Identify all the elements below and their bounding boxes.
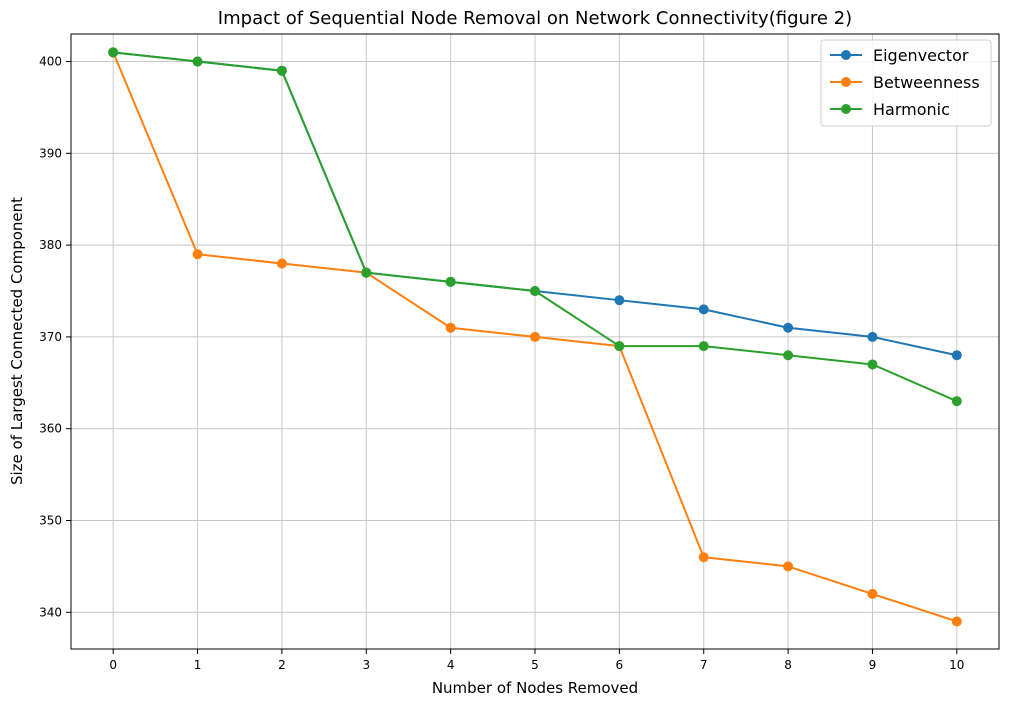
legend-label-betweenness: Betweenness	[873, 73, 980, 92]
legend-entry-eigenvector: Eigenvector	[830, 46, 969, 65]
x-tick-label: 2	[278, 658, 286, 672]
data-point-eigenvector	[951, 350, 962, 361]
data-point-harmonic	[614, 341, 625, 352]
x-tick-label: 3	[362, 658, 370, 672]
data-point-betweenness	[445, 322, 456, 333]
y-tick-label: 340	[39, 605, 62, 619]
data-point-harmonic	[867, 359, 878, 370]
data-point-harmonic	[445, 276, 456, 287]
data-point-betweenness	[192, 249, 203, 260]
legend-entry-betweenness: Betweenness	[830, 73, 980, 92]
data-point-betweenness	[530, 331, 540, 342]
x-tick-label: 6	[616, 658, 624, 672]
y-tick-label: 380	[39, 238, 62, 252]
y-tick-label: 390	[39, 146, 62, 160]
x-tick-label: 0	[109, 658, 117, 672]
legend-marker-betweenness	[841, 77, 851, 87]
y-axis-label: Size of Largest Connected Component	[8, 197, 26, 485]
chart-title: Impact of Sequential Node Removal on Net…	[218, 8, 852, 29]
legend-marker-harmonic	[841, 104, 851, 114]
x-axis-label: Number of Nodes Removed	[432, 679, 638, 697]
y-axis-ticks: 340 350 360 370 380 390 400	[39, 55, 71, 619]
legend-box	[820, 39, 992, 127]
data-point-harmonic	[361, 267, 372, 278]
y-tick-label: 360	[39, 422, 62, 436]
data-point-eigenvector	[614, 295, 625, 306]
data-point-harmonic	[951, 396, 962, 407]
data-point-betweenness	[783, 561, 794, 572]
legend-entry-harmonic: Harmonic	[830, 100, 950, 119]
data-point-betweenness	[698, 552, 709, 563]
data-point-eigenvector	[698, 304, 709, 315]
x-axis-ticks: 0 1 2 3 4 5 6 7 8 9 10	[109, 649, 964, 672]
data-point-harmonic	[108, 47, 119, 58]
x-tick-label: 7	[700, 658, 708, 672]
x-tick-label: 8	[784, 658, 792, 672]
legend: Eigenvector Betweenness Harmonic	[820, 39, 992, 127]
data-point-harmonic	[530, 286, 540, 297]
series-group	[108, 47, 962, 627]
data-point-betweenness	[951, 616, 962, 627]
x-tick-label: 9	[869, 658, 877, 672]
data-point-harmonic	[783, 350, 794, 361]
data-point-betweenness	[276, 258, 287, 269]
x-tick-label: 10	[949, 658, 964, 672]
data-point-eigenvector	[783, 322, 794, 333]
y-tick-label: 350	[39, 513, 62, 527]
data-point-eigenvector	[867, 331, 878, 342]
legend-marker-eigenvector	[841, 50, 851, 60]
legend-label-harmonic: Harmonic	[873, 100, 950, 119]
x-tick-label: 1	[194, 658, 202, 672]
x-tick-label: 4	[447, 658, 455, 672]
series-harmonic	[108, 47, 962, 407]
data-point-harmonic	[698, 341, 709, 352]
data-point-betweenness	[867, 588, 878, 599]
data-point-harmonic	[276, 65, 287, 76]
y-tick-label: 370	[39, 330, 62, 344]
y-tick-label: 400	[39, 55, 62, 69]
legend-label-eigenvector: Eigenvector	[873, 46, 969, 65]
x-tick-label: 5	[531, 658, 539, 672]
data-point-harmonic	[192, 56, 203, 67]
